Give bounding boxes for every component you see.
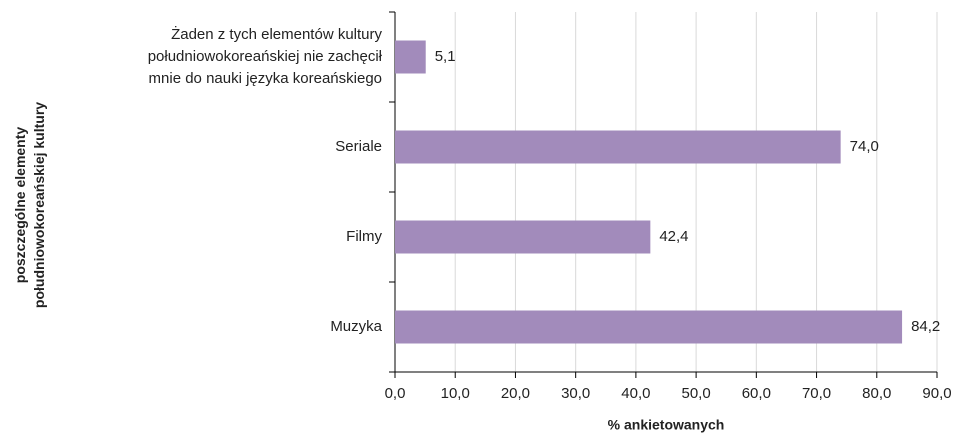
x-axis-title: % ankietowanych: [608, 417, 725, 433]
x-tick-label: 40,0: [621, 385, 650, 402]
value-label: 42,4: [659, 228, 688, 245]
x-tick-label: 80,0: [862, 385, 891, 402]
x-tick-label: 90,0: [922, 385, 951, 402]
x-tick-label: 30,0: [561, 385, 590, 402]
x-tick-label: 50,0: [682, 385, 711, 402]
y-tick-label: Żaden z tych elementów kultury południow…: [147, 26, 382, 87]
bar: [395, 310, 903, 344]
y-tick-label: Filmy: [346, 228, 382, 245]
bar: [395, 220, 651, 254]
y-tick-label: Muzyka: [330, 318, 382, 335]
value-label: 5,1: [435, 48, 456, 65]
x-tick-label: 70,0: [802, 385, 831, 402]
x-tick-label: 10,0: [441, 385, 470, 402]
x-tick-label: 0,0: [385, 385, 406, 402]
value-label: 74,0: [850, 138, 879, 155]
x-tick-label: 60,0: [742, 385, 771, 402]
value-label: 84,2: [911, 318, 940, 335]
y-tick-label: Seriale: [335, 138, 382, 155]
bar: [395, 130, 841, 164]
x-tick-label: 20,0: [501, 385, 530, 402]
bar: [395, 40, 426, 74]
